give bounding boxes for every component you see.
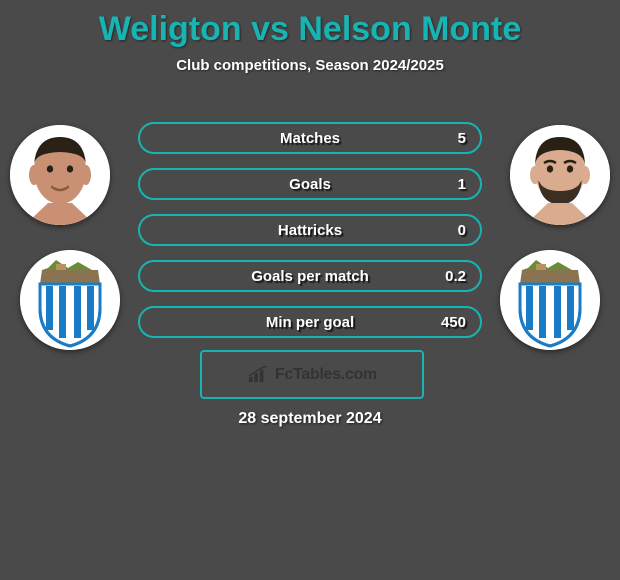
stat-right-value: 1 bbox=[458, 170, 466, 198]
club-right-badge bbox=[500, 250, 600, 350]
stat-right-value: 5 bbox=[458, 124, 466, 152]
stats-container: Matches 5 Goals 1 Hattricks 0 Goals per … bbox=[138, 122, 482, 352]
stat-right-value: 0 bbox=[458, 216, 466, 244]
stat-label: Min per goal bbox=[140, 308, 480, 336]
player-left-avatar bbox=[10, 125, 110, 225]
bar-chart-icon bbox=[247, 366, 269, 384]
stat-row-min-per-goal: Min per goal 450 bbox=[138, 306, 482, 338]
stat-row-matches: Matches 5 bbox=[138, 122, 482, 154]
player-right-avatar bbox=[510, 125, 610, 225]
stat-right-value: 0.2 bbox=[445, 262, 466, 290]
page-title: Weligton vs Nelson Monte bbox=[0, 0, 620, 49]
stat-row-goals: Goals 1 bbox=[138, 168, 482, 200]
page-subtitle: Club competitions, Season 2024/2025 bbox=[0, 57, 620, 74]
stat-label: Goals bbox=[140, 170, 480, 198]
comparison-page: Weligton vs Nelson Monte Club competitio… bbox=[0, 0, 620, 580]
stat-row-goals-per-match: Goals per match 0.2 bbox=[138, 260, 482, 292]
stat-right-value: 450 bbox=[441, 308, 466, 336]
attribution-box: FcTables.com bbox=[200, 350, 424, 399]
club-badge-icon bbox=[20, 250, 120, 350]
attribution-text: FcTables.com bbox=[275, 366, 377, 384]
stat-label: Matches bbox=[140, 124, 480, 152]
club-left-badge bbox=[20, 250, 120, 350]
stat-label: Goals per match bbox=[140, 262, 480, 290]
club-badge-icon bbox=[500, 250, 600, 350]
player-left-face-icon bbox=[10, 125, 110, 225]
stat-row-hattricks: Hattricks 0 bbox=[138, 214, 482, 246]
player-right-face-icon bbox=[510, 125, 610, 225]
snapshot-date: 28 september 2024 bbox=[0, 410, 620, 428]
stat-label: Hattricks bbox=[140, 216, 480, 244]
